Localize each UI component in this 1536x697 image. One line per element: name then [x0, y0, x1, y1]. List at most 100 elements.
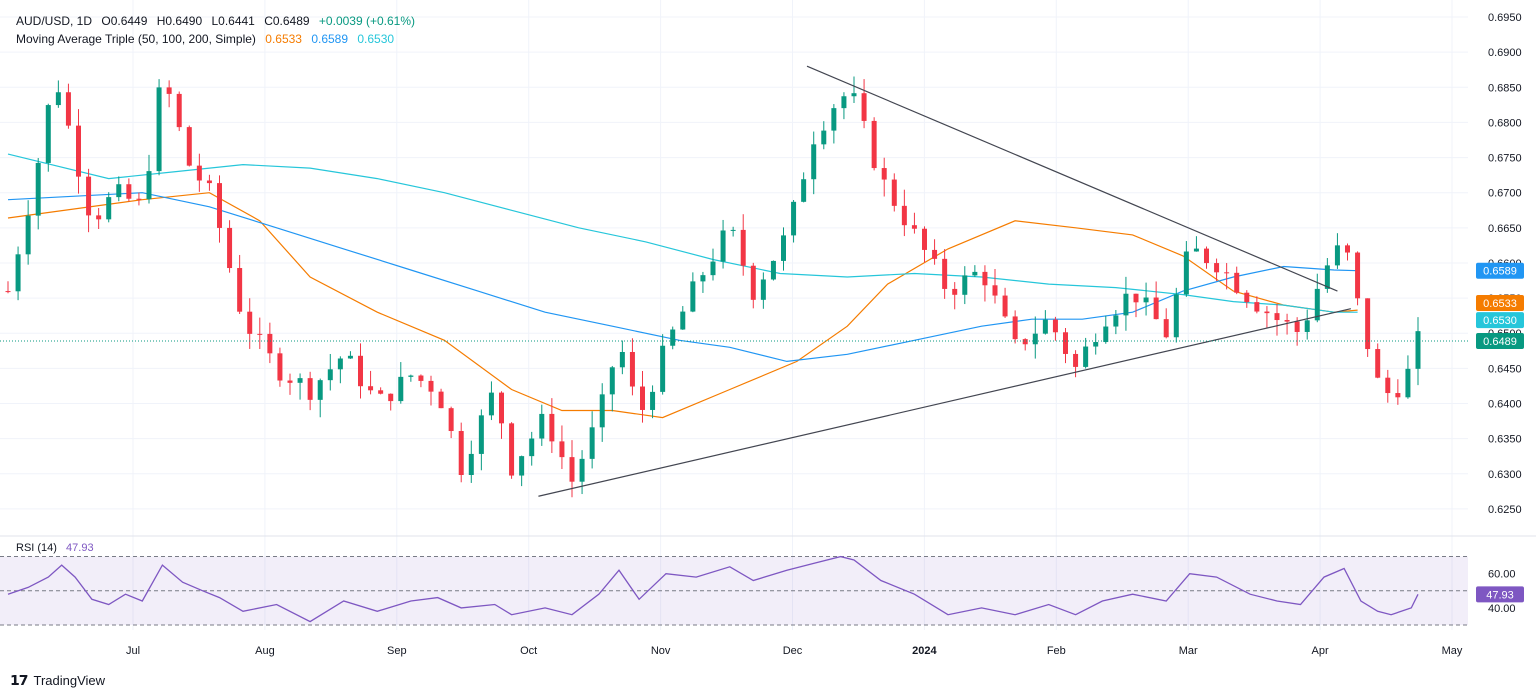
candle-body [609, 367, 615, 395]
rsi-value: 47.93 [66, 542, 94, 554]
candle-body [1274, 313, 1280, 321]
candle-body [1204, 248, 1209, 264]
candle-body [1012, 316, 1018, 340]
ma100-line [7, 192, 1358, 363]
candle-body [1123, 293, 1129, 316]
rsi-legend: RSI (14) 47.93 [16, 542, 100, 554]
candle-body [740, 229, 746, 266]
candle-body [277, 353, 283, 381]
rsi-label: RSI (14) [16, 542, 57, 554]
candle-body [559, 441, 565, 458]
candle-body [841, 96, 847, 109]
candle-body [1042, 319, 1048, 334]
candle-body [660, 345, 666, 392]
trendlines[interactable] [538, 65, 1351, 497]
candle-body [1214, 263, 1220, 273]
candle-body [851, 93, 857, 97]
candle-body [1415, 331, 1421, 369]
symbol-legend: AUD/USD, 1D O0.6449 H0.6490 L0.6441 C0.6… [16, 14, 421, 28]
change-value: +0.0039 (+0.61%) [318, 14, 415, 28]
trendline [806, 65, 1338, 292]
candle-body [196, 165, 202, 181]
candle-body [720, 230, 726, 262]
price-badge [1476, 332, 1524, 349]
candle-body [237, 268, 243, 312]
candle-body [368, 386, 374, 391]
candle-body [629, 351, 635, 387]
tradingview-logo-icon: 𝟭𝟳 [10, 672, 29, 688]
candle-body [1385, 377, 1391, 394]
candle-body [760, 279, 766, 300]
candle-body [96, 215, 102, 220]
candle-body [1022, 339, 1028, 345]
candle-body [1073, 353, 1079, 367]
candle-body [861, 93, 867, 121]
candle-body [589, 427, 595, 459]
price-badge-label: 0.6530 [1483, 315, 1517, 327]
rsi-band [0, 556, 1468, 625]
candle-body [1193, 248, 1199, 252]
candle-body [478, 415, 484, 454]
low-value: L0.6441 [211, 14, 255, 28]
time-tick-label: Feb [1047, 645, 1066, 657]
candle-body [891, 179, 897, 206]
candle-body [1113, 315, 1119, 327]
candle-body [1002, 295, 1008, 317]
candle-body [539, 413, 545, 439]
price-tick-label: 0.6950 [1488, 12, 1522, 24]
candle-body [206, 180, 212, 184]
time-tick-label: Nov [651, 645, 671, 657]
candle-body [5, 291, 11, 293]
candle-body [217, 183, 222, 228]
candle-body [690, 281, 696, 312]
price-tick-label: 0.6350 [1488, 434, 1522, 446]
candle-body [428, 380, 434, 392]
ma50-line [7, 192, 1358, 419]
candle-body [791, 201, 797, 236]
candle-body [297, 378, 303, 383]
time-tick-label: Apr [1312, 645, 1329, 657]
candle-body [700, 275, 706, 282]
candle-body [529, 438, 535, 457]
candle-body [317, 380, 323, 400]
candle-body [1365, 298, 1371, 350]
candle-body [247, 311, 253, 334]
candle-body [136, 198, 142, 200]
trendline [538, 308, 1351, 497]
ma200-line [7, 153, 1358, 313]
candle-body [1304, 320, 1310, 332]
candle-body [670, 329, 676, 346]
candle-body [1133, 293, 1139, 303]
candle-body [962, 275, 968, 295]
candle-body [146, 171, 152, 200]
candle-body [579, 458, 585, 482]
axes: 0.6950 0.6900 0.6850 0.6800 0.6750 0.6700 0.66… [0, 12, 1524, 657]
price-tick-label: 0.6300 [1488, 469, 1522, 481]
candle-body [35, 162, 41, 216]
rsi-pane[interactable]: 60.00 40.00 47.93 [0, 535, 1536, 626]
time-tick-label: 2024 [912, 645, 937, 657]
candle-body [750, 265, 756, 300]
price-badge-label: 0.6533 [1483, 298, 1517, 310]
candle-body [126, 184, 132, 199]
symbol-name: AUD/USD, 1D [16, 14, 93, 28]
candle-body [1244, 292, 1250, 303]
candle-body [1093, 342, 1099, 347]
candle-body [398, 376, 404, 402]
candle-body [1103, 326, 1109, 343]
candle-body [1284, 320, 1290, 322]
price-tick-label: 0.6850 [1488, 82, 1522, 94]
candle-body [337, 358, 343, 370]
candle-body [1224, 272, 1230, 274]
candle-body [952, 288, 958, 295]
time-tick-label: Sep [387, 645, 407, 657]
candle-body [1153, 297, 1159, 320]
candle-body [327, 369, 333, 381]
price-badge [1476, 295, 1524, 312]
candle-body [1032, 333, 1038, 345]
candle-body [358, 355, 363, 387]
candle-body [15, 254, 21, 292]
candle-body [1334, 245, 1340, 266]
candle-body [418, 375, 424, 381]
